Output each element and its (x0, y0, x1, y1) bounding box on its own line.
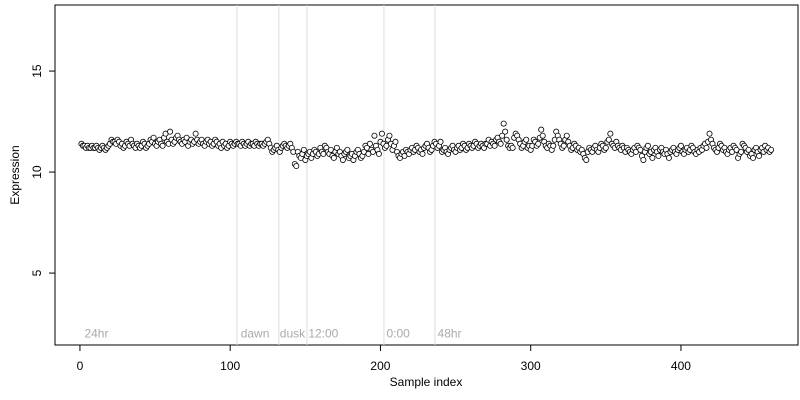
point (538, 126, 545, 133)
point (386, 132, 393, 139)
y-axis-label: Expression (8, 145, 22, 204)
point (167, 128, 174, 135)
point (509, 144, 516, 151)
point (583, 156, 590, 163)
point (550, 142, 557, 149)
point (497, 140, 504, 147)
point (539, 132, 546, 139)
y-tick-label: 5 (30, 269, 44, 276)
point (738, 148, 745, 155)
point (677, 142, 684, 149)
point (750, 154, 757, 161)
x-tick-label: 400 (671, 359, 691, 373)
point (159, 142, 166, 149)
point (366, 140, 373, 147)
annotation: 24hr (84, 326, 108, 340)
point (499, 132, 506, 139)
x-tick-label: 200 (370, 359, 390, 373)
annotation: 12:00 (308, 326, 338, 340)
point (419, 150, 426, 157)
point (607, 130, 614, 137)
annotation: 48hr (438, 326, 462, 340)
point (330, 154, 337, 161)
point (437, 138, 444, 145)
point (491, 142, 498, 149)
point (339, 156, 346, 163)
annotation: dusk (280, 326, 306, 340)
point (371, 132, 378, 139)
x-tick-label: 0 (77, 359, 84, 373)
x-tick-label: 100 (220, 359, 240, 373)
point (293, 163, 300, 170)
plot-frame (54, 4, 799, 346)
point (192, 130, 199, 137)
point (392, 138, 399, 145)
point (644, 142, 651, 149)
point (503, 136, 510, 143)
point (150, 134, 157, 141)
point (300, 146, 307, 153)
point (756, 152, 763, 159)
point (344, 146, 351, 153)
y-tick-label: 10 (30, 165, 44, 179)
point (563, 132, 570, 139)
point (375, 150, 382, 157)
point (560, 142, 567, 149)
annotation: dawn (241, 326, 270, 340)
point (665, 154, 672, 161)
point (535, 140, 542, 147)
point (523, 136, 530, 143)
point (500, 120, 507, 127)
y-tick-label: 15 (30, 64, 44, 78)
point (703, 144, 710, 151)
x-axis-label: Sample index (390, 375, 463, 389)
annotation: 0:00 (386, 326, 410, 340)
point (745, 146, 752, 153)
point (655, 152, 662, 159)
point (378, 130, 385, 137)
point (502, 128, 509, 135)
x-tick-label: 300 (521, 359, 541, 373)
point (706, 130, 713, 137)
point (768, 146, 775, 153)
point (602, 144, 609, 151)
point (605, 136, 612, 143)
point (649, 154, 656, 161)
point (333, 144, 340, 151)
point (640, 156, 647, 163)
